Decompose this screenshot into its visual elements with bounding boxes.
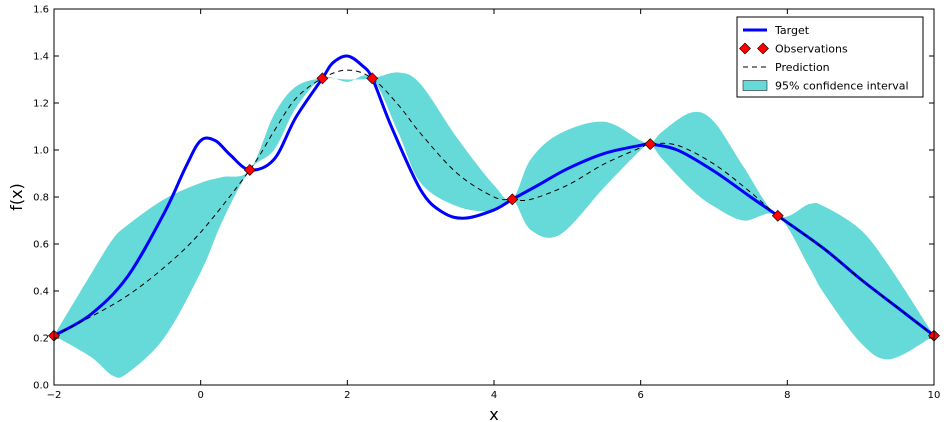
target-line (53, 54, 935, 337)
axis-ticks: −2 0 2 4 6 8 10 0.0 0.2 0.4 0.6 0.8 1.0 1.2 1.4 1.6 (33, 5, 940, 402)
observation-point (644, 138, 657, 151)
observation-point (243, 164, 256, 176)
y-tick-label: 1.4 (33, 52, 49, 63)
x-tick-label: 10 (928, 390, 941, 401)
legend-observations-marker-1 (739, 42, 751, 55)
confidence-interval-band (54, 72, 934, 378)
y-tick-label: 0.4 (33, 287, 49, 298)
y-tick-label: 1.6 (33, 5, 49, 16)
y-tick-label: 1.2 (33, 99, 49, 110)
x-tick-label: 8 (784, 390, 790, 401)
x-tick-label: 0 (197, 390, 203, 401)
x-tick-label: 2 (344, 390, 350, 401)
observation-point (366, 72, 379, 85)
observation-point (771, 209, 784, 222)
y-tick-label: 1.0 (33, 146, 49, 157)
x-tick-label: −2 (47, 390, 62, 401)
x-axis-label: x (489, 405, 498, 422)
observation-point (316, 72, 329, 85)
x-tick-label: 4 (491, 390, 497, 401)
y-tick-label: 0.6 (33, 240, 49, 251)
y-tick-label: 0.8 (33, 193, 49, 204)
x-tick-label: 6 (637, 390, 643, 401)
y-tick-label: 0.2 (33, 334, 49, 345)
legend-observations-label: Observations (775, 43, 848, 56)
legend: Target Observations Prediction 95% confi… (736, 16, 924, 98)
y-axis-label: f(x) (7, 183, 26, 211)
observation-point (506, 193, 519, 206)
prediction-line (53, 69, 935, 337)
legend-confidence-label: 95% confidence interval (775, 80, 909, 93)
legend-target-label: Target (774, 24, 810, 37)
legend-confidence-swatch (742, 80, 768, 91)
legend-box (736, 16, 924, 98)
y-tick-label: 0.0 (33, 381, 49, 392)
legend-observations-marker-2 (757, 42, 769, 55)
legend-prediction-label: Prediction (775, 61, 830, 74)
